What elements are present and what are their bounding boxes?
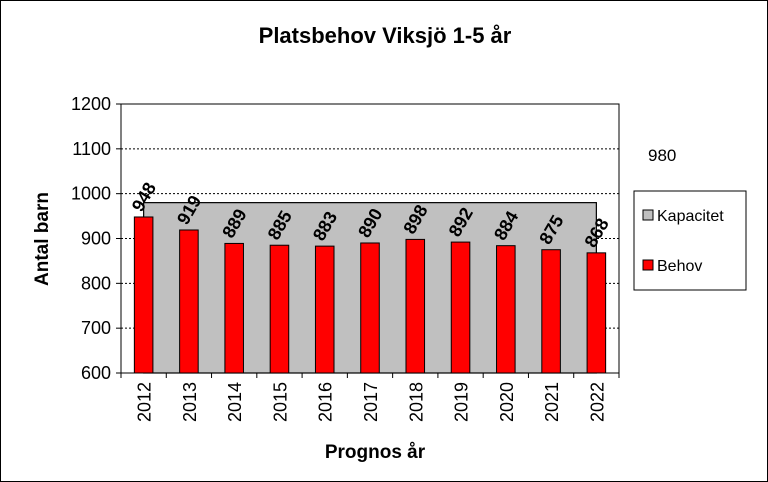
- bar-behov-2017: [360, 242, 380, 374]
- y-axis-title: Antal barn: [32, 192, 53, 286]
- x-tick-label: 2014: [225, 382, 245, 422]
- bar-behov-2016: [314, 245, 335, 374]
- bar-behov-2013: [179, 229, 199, 374]
- legend-box: [633, 190, 747, 291]
- y-tick-label: 1000: [71, 184, 111, 204]
- legend-swatch-kapacitet: [642, 209, 654, 221]
- y-tick-label: 800: [81, 273, 111, 293]
- legend: Kapacitet Behov: [633, 190, 747, 291]
- bar-behov-2014: [224, 242, 244, 374]
- legend-label-kapacitet: Kapacitet: [657, 208, 724, 225]
- y-axis: 600 700 800 900 1000 1100 1200: [71, 94, 121, 383]
- bar-behov-2018: [405, 238, 426, 374]
- bars-group: [133, 216, 607, 374]
- bar-behov-2015: [269, 244, 290, 374]
- y-tick-label: 700: [81, 318, 111, 338]
- x-tick-label: 2019: [452, 382, 472, 422]
- bar-behov-2012: [133, 216, 154, 374]
- y-tick-label: 1200: [71, 94, 111, 114]
- bar-behov-2019: [450, 241, 471, 374]
- x-tick-label: 2016: [316, 382, 336, 422]
- y-tick-label: 900: [81, 229, 111, 249]
- capacity-annotation: 980: [648, 146, 676, 165]
- x-tick-label: 2017: [361, 382, 381, 422]
- x-tick-label: 2013: [180, 382, 200, 422]
- x-axis-title: Prognos år: [325, 442, 426, 463]
- bar-behov-2021: [541, 249, 561, 374]
- bar-behov-2020: [496, 245, 516, 374]
- x-tick-label: 2022: [587, 382, 607, 422]
- x-tick-label: 2018: [406, 382, 426, 422]
- legend-label-behov: Behov: [657, 258, 702, 275]
- x-tick-label: 2020: [497, 382, 517, 422]
- bar-behov-2022: [586, 252, 607, 374]
- x-tick-label: 2015: [270, 382, 290, 422]
- x-tick-label: 2012: [135, 382, 155, 422]
- y-tick-label: 1100: [72, 139, 111, 159]
- chart-title: Platsbehov Viksjö 1-5 år: [259, 23, 512, 48]
- x-tick-label: 2021: [542, 382, 562, 422]
- legend-swatch-behov: [642, 259, 654, 271]
- x-axis: 2012 2013 2014 2015 2016 2017 2018 2019 2020 2021…: [120, 373, 620, 422]
- y-tick-label: 600: [81, 363, 111, 383]
